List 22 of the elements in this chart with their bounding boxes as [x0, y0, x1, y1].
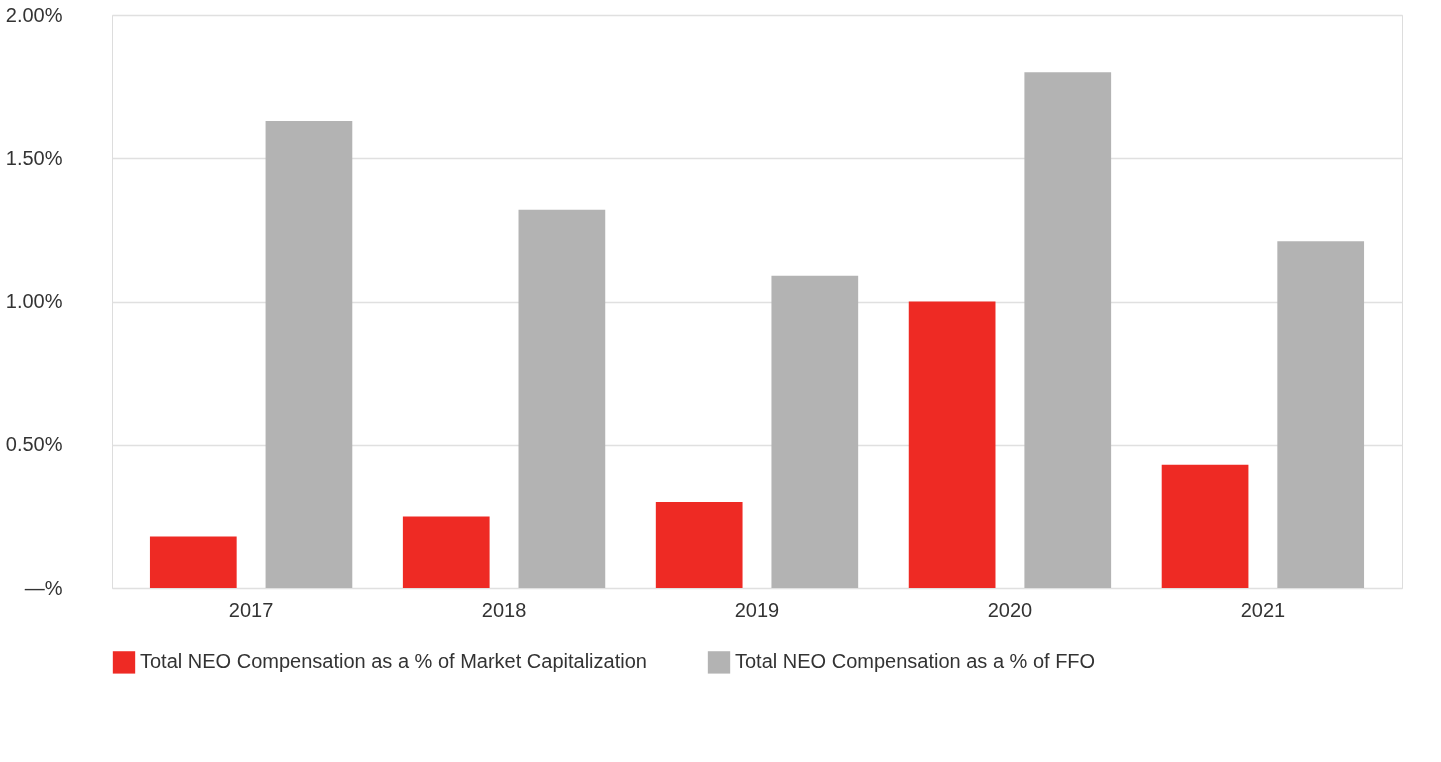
x-tick-label: 2017 [228, 598, 274, 621]
x-tick-label: 2018 [481, 598, 527, 621]
y-tick-label: 0.50% [5, 433, 63, 456]
bar [771, 275, 859, 588]
y-tick-label: 2.00% [5, 3, 63, 26]
y-tick-label: —% [24, 576, 63, 599]
x-tick-label: 2021 [1240, 598, 1286, 621]
bar [1161, 464, 1249, 588]
bar [149, 536, 237, 588]
x-tick-label: 2020 [987, 598, 1033, 621]
bar [518, 209, 606, 588]
y-tick-label: 1.50% [5, 146, 63, 169]
y-tick-label: 1.00% [5, 290, 63, 312]
bar [1024, 72, 1112, 588]
bar [908, 301, 996, 588]
x-tick-label: 2019 [734, 598, 780, 621]
bar [265, 121, 353, 588]
legend-label: Total NEO Compensation as a % of Market Capitalization [140, 650, 647, 673]
bar [402, 516, 490, 588]
bar [1277, 241, 1365, 588]
legend-label: Total NEO Compensation as a % of FFO [735, 650, 1096, 673]
bar [655, 502, 743, 588]
